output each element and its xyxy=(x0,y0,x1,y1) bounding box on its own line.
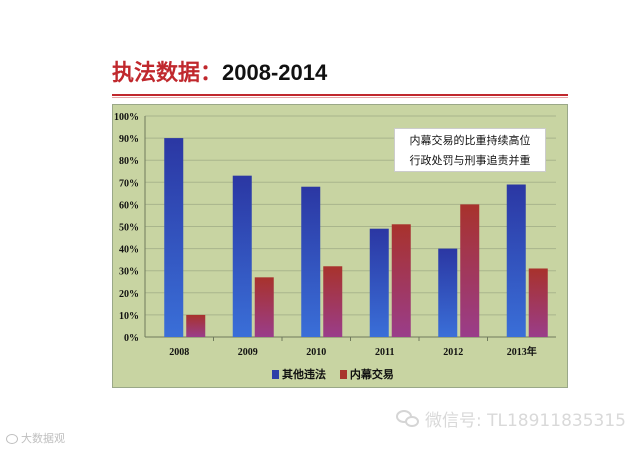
x-tick-label: 2009 xyxy=(238,347,258,358)
slide-title-text: 执法数据： xyxy=(112,61,223,86)
y-tick-label: 80% xyxy=(119,156,139,167)
bar-insider xyxy=(391,224,411,337)
y-tick-label: 90% xyxy=(119,134,139,145)
y-tick-label: 100% xyxy=(114,112,139,123)
slide-title-years: 2008-2014 xyxy=(222,60,328,85)
x-tick-label: 2012 xyxy=(443,347,463,358)
y-tick-label: 30% xyxy=(119,267,139,278)
bar-other xyxy=(164,138,184,337)
y-tick-label: 50% xyxy=(119,223,139,234)
x-tick-label: 2011 xyxy=(375,347,394,358)
y-tick-label: 60% xyxy=(119,200,139,211)
y-tick-label: 70% xyxy=(119,178,139,189)
x-tick-label: 2010 xyxy=(306,347,326,358)
bar-insider xyxy=(323,266,343,337)
y-tick-label: 0% xyxy=(124,333,139,344)
title-underline-thin xyxy=(112,97,568,98)
annotation-line-2: 行政处罚与刑事追责并重 xyxy=(409,154,531,167)
y-tick-label: 40% xyxy=(119,245,139,256)
bar-other xyxy=(369,228,389,337)
y-tick-label: 10% xyxy=(119,311,139,322)
annotation-box: 内幕交易的比重持续高位 行政处罚与刑事追责并重 xyxy=(394,128,546,172)
brand-text: 大数据观 xyxy=(21,432,65,445)
bar-insider xyxy=(460,204,480,337)
legend-label-insider: 内幕交易 xyxy=(349,368,394,381)
brand-watermark: 大数据观 xyxy=(6,430,65,446)
legend-swatch-insider xyxy=(339,370,347,379)
wechat-icon xyxy=(396,408,422,430)
y-tick-label: 20% xyxy=(119,289,139,300)
bar-insider xyxy=(254,277,274,337)
slide-title: 执法数据：2008-2014 xyxy=(112,58,327,88)
bar-insider xyxy=(186,314,206,337)
watermark-text: 微信号: TL18911835315 xyxy=(425,411,626,431)
annotation-line-1: 内幕交易的比重持续高位 xyxy=(409,134,531,147)
x-tick-label: 2013年 xyxy=(507,345,537,358)
wechat-watermark: 微信号: TL18911835315 xyxy=(396,406,626,431)
bar-other xyxy=(438,248,458,337)
legend-label-other: 其他违法 xyxy=(282,368,326,381)
title-underline xyxy=(112,94,568,96)
bar-other xyxy=(301,186,321,337)
legend-item-other: 其他违法 xyxy=(272,366,326,382)
legend-item-insider: 内幕交易 xyxy=(339,366,394,382)
legend-swatch-other xyxy=(272,370,279,379)
weibo-icon xyxy=(6,434,18,444)
bar-insider xyxy=(528,268,548,337)
x-tick-label: 2008 xyxy=(169,347,189,358)
chart-legend: 其他违法 内幕交易 xyxy=(272,366,404,382)
bar-other xyxy=(506,184,526,337)
bar-other xyxy=(232,175,252,337)
